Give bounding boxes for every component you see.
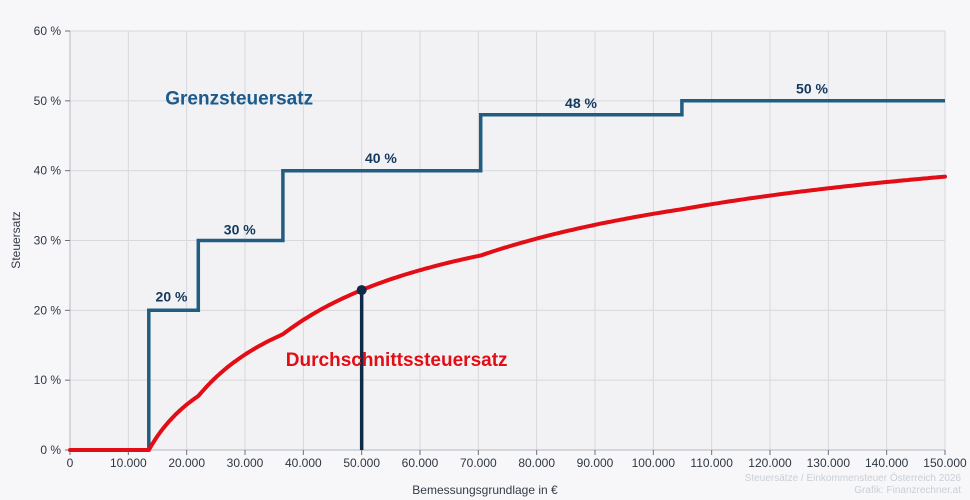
- y-axis-title: Steuersatz: [9, 211, 23, 269]
- watermark-source-line: Steuersätze / Einkommensteuer Österreich…: [744, 473, 961, 484]
- x-axis-title: Bemessungsgrundlage in €: [412, 483, 558, 497]
- x-tick-label: 40.000: [285, 456, 322, 470]
- y-tick-label: 40 %: [34, 164, 62, 178]
- x-tick-label: 140.000: [865, 456, 909, 470]
- series-label-durchschnittssteuersatz: Durchschnittssteuersatz: [286, 350, 508, 371]
- x-tick-label: 100.000: [632, 456, 676, 470]
- x-tick-label: 90.000: [577, 456, 614, 470]
- x-tick-label: 70.000: [460, 456, 497, 470]
- y-tick-label: 20 %: [34, 303, 62, 317]
- step-rate-label: 20 %: [156, 288, 188, 304]
- step-rate-label: 48 %: [565, 95, 597, 111]
- series-label-grenzsteuersatz: Grenzsteuersatz: [165, 89, 313, 110]
- x-tick-label: 30.000: [227, 456, 264, 470]
- x-tick-label: 10.000: [110, 456, 147, 470]
- x-tick-label: 20.000: [168, 456, 205, 470]
- x-tick-label: 130.000: [807, 456, 851, 470]
- x-tick-label: 0: [67, 456, 74, 470]
- x-tick-label: 120.000: [748, 456, 792, 470]
- x-tick-label: 150.000: [923, 456, 967, 470]
- y-tick-label: 0 %: [40, 443, 61, 457]
- y-tick-label: 60 %: [34, 24, 62, 38]
- x-tick-label: 60.000: [402, 456, 439, 470]
- watermark-credit-line: Grafik: Finanzrechner.at: [854, 485, 961, 496]
- marginal-rate-step-line: [70, 99, 945, 452]
- step-rate-label: 30 %: [224, 221, 256, 237]
- watermark: Steuersätze / Einkommensteuer Österreich…: [745, 473, 961, 497]
- average-rate-line: [68, 174, 947, 452]
- x-tick-label: 110.000: [690, 456, 733, 470]
- step-rate-label: 40 %: [365, 150, 397, 166]
- x-tick-label: 50.000: [343, 456, 380, 470]
- y-tick-label: 30 %: [34, 234, 62, 248]
- step-rate-label: 50 %: [796, 80, 828, 96]
- y-tick-label: 50 %: [34, 94, 62, 108]
- x-tick-label: 80.000: [518, 456, 555, 470]
- marker-dot: [356, 285, 367, 296]
- y-tick-label: 10 %: [34, 373, 62, 387]
